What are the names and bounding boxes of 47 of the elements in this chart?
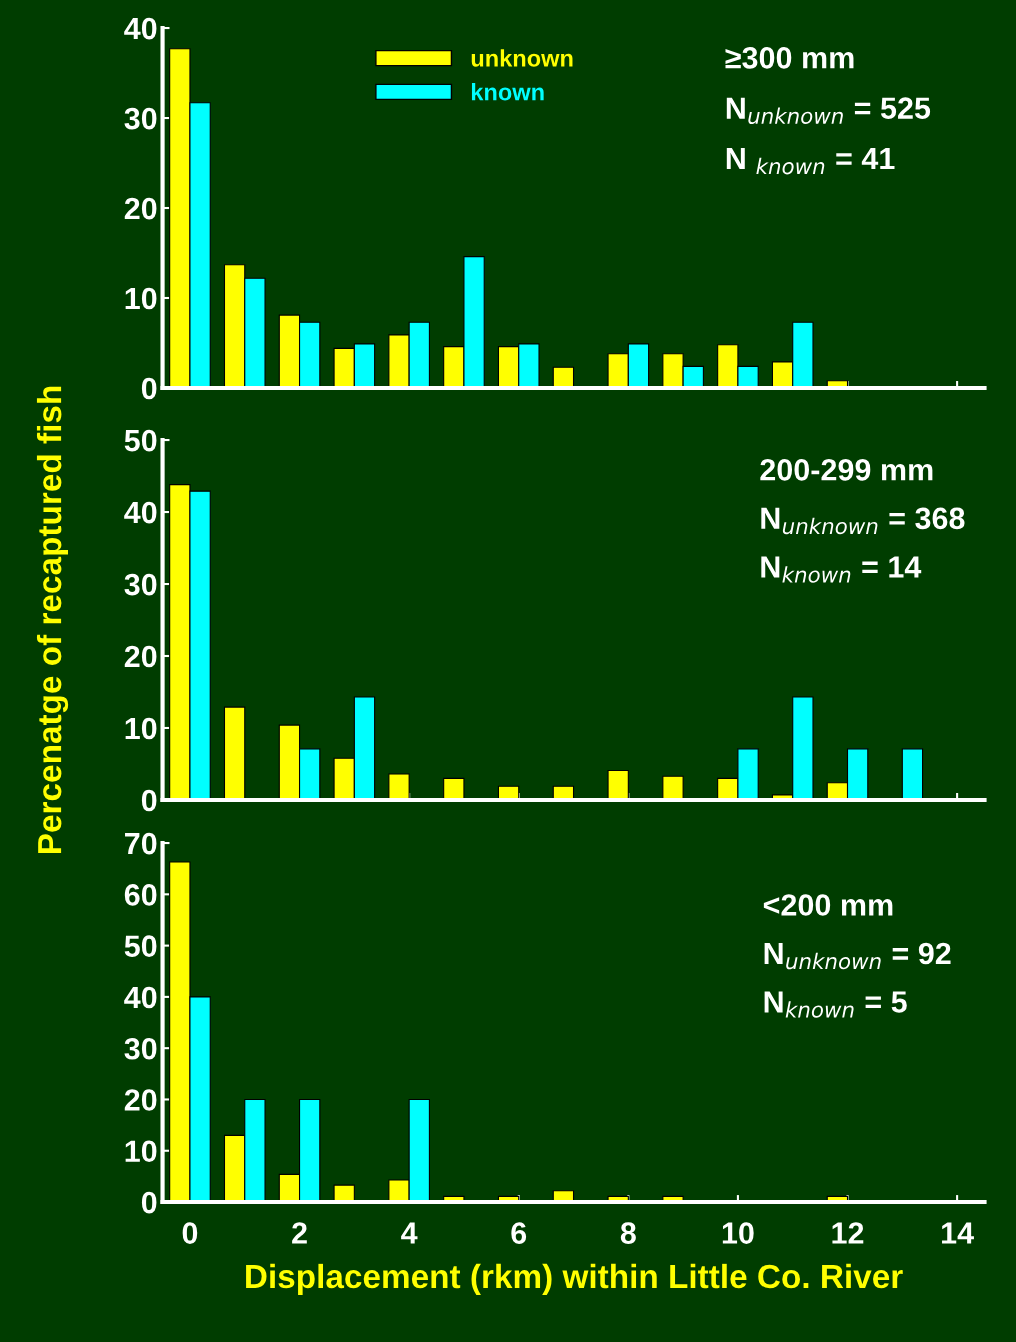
y-tick-label: 30: [124, 573, 157, 596]
legend-label: unknown: [471, 49, 573, 67]
y-tick-label: 50: [124, 935, 157, 957]
y-tick-label: 30: [124, 1037, 157, 1060]
bar: [662, 775, 684, 800]
y-tick-label: 10: [125, 1140, 157, 1163]
x-tick-label: 6: [511, 1222, 527, 1244]
bar: [333, 1184, 355, 1203]
y-tick-label: 10: [125, 287, 157, 310]
x-tick-label: 10: [722, 1222, 754, 1244]
bar: [388, 773, 410, 800]
y-tick-label: 20: [124, 1089, 157, 1111]
x-tick-label: 8: [620, 1222, 636, 1244]
y-axis-title: Percenatge of recaptured fish: [36, 386, 69, 854]
y-tick-label: 40: [124, 17, 157, 40]
y-tick-label: 20: [124, 197, 157, 220]
y-tick-label: 0: [141, 377, 157, 400]
y-tick-label: 0: [141, 789, 157, 812]
y-tick-label: 40: [124, 501, 157, 524]
annotation: 200-299 mm: [760, 459, 933, 481]
annotation: N$_{known}$ = 14: [761, 556, 922, 583]
x-axis-title: Displacement (rkm) within Little Co. River: [246, 1263, 903, 1295]
y-tick-label: 50: [124, 429, 157, 452]
bar: [901, 748, 924, 800]
x-tick-label: 14: [942, 1222, 974, 1244]
annotation: ≥300 mm: [725, 47, 854, 69]
legend-label: known: [471, 83, 544, 101]
y-tick-label: 40: [124, 986, 157, 1009]
y-tick-label: 10: [125, 717, 157, 740]
y-tick-label: 60: [124, 884, 157, 906]
x-tick-label: 4: [401, 1222, 418, 1244]
bar: [443, 777, 465, 800]
x-tick-label: 0: [182, 1222, 198, 1244]
annotation: <200 mm: [763, 894, 893, 916]
annotation: N$_{unknown}$ = 368: [761, 507, 965, 535]
x-tick-label: 2: [292, 1222, 307, 1244]
y-tick-label: 70: [125, 832, 157, 855]
annotation: N$_{unknown}$ = 92: [764, 942, 951, 970]
y-tick-label: 20: [124, 645, 157, 668]
y-tick-label: 30: [124, 107, 157, 130]
annotation: N$_{known}$ = 5: [764, 991, 907, 1018]
bar: [607, 769, 629, 800]
y-tick-label: 0: [141, 1191, 157, 1214]
annotation: N $_{known}$ = 41: [726, 148, 895, 175]
annotation: N$_{unknown}$ = 525: [726, 97, 931, 124]
x-tick-label: 12: [832, 1222, 864, 1244]
bar: [223, 706, 246, 800]
